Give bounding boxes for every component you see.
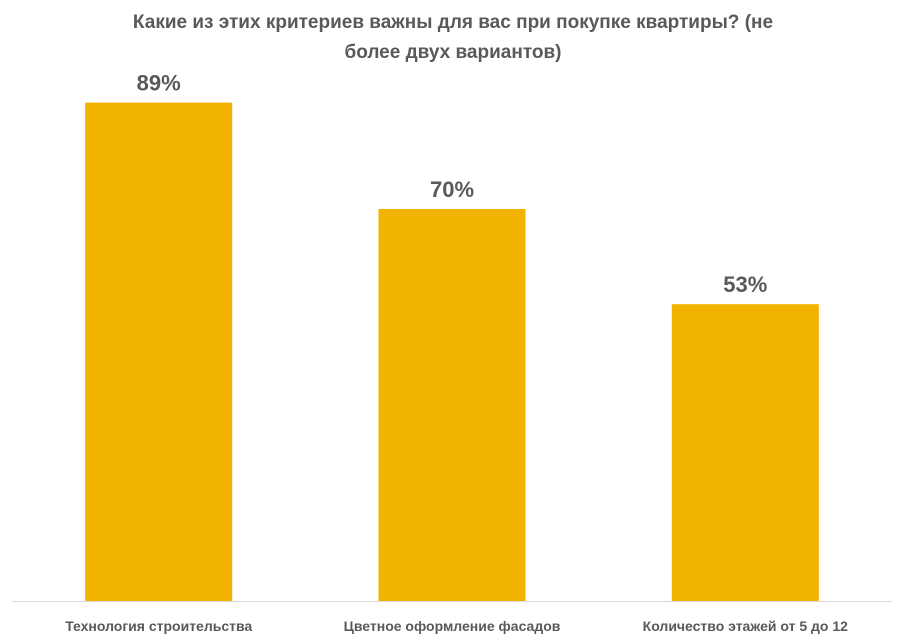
chart-title: Какие из этих критериев важны для вас пр… — [132, 12, 774, 63]
data-label-0: 89% — [137, 71, 181, 96]
category-label-0: Технология строительства — [65, 618, 252, 634]
data-label-2: 53% — [723, 272, 767, 297]
data-label-1: 70% — [430, 177, 474, 202]
category-labels-group: Технология строительства Цветное оформлен… — [65, 618, 848, 634]
bars-group — [85, 102, 819, 601]
bar-0 — [85, 102, 233, 601]
bar-2 — [671, 304, 819, 601]
bar-1 — [378, 209, 526, 601]
category-label-1: Цветное оформление фасадов — [344, 618, 561, 634]
category-label-2: Количество этажей от 5 до 12 — [643, 618, 848, 634]
data-labels-group: 89% 70% 53% — [137, 71, 768, 298]
